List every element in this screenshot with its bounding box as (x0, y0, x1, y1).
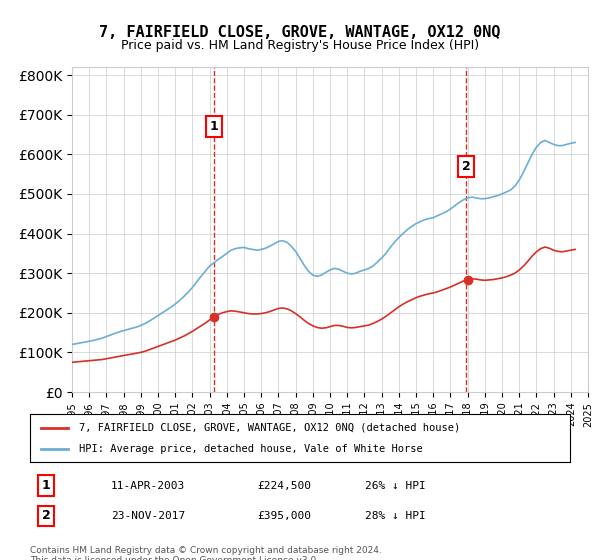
Text: £224,500: £224,500 (257, 480, 311, 491)
Text: 7, FAIRFIELD CLOSE, GROVE, WANTAGE, OX12 0NQ: 7, FAIRFIELD CLOSE, GROVE, WANTAGE, OX12… (99, 25, 501, 40)
Text: Contains HM Land Registry data © Crown copyright and database right 2024.
This d: Contains HM Land Registry data © Crown c… (30, 546, 382, 560)
Text: 2: 2 (461, 160, 470, 173)
Text: 1: 1 (210, 120, 218, 133)
Text: 7, FAIRFIELD CLOSE, GROVE, WANTAGE, OX12 0NQ (detached house): 7, FAIRFIELD CLOSE, GROVE, WANTAGE, OX12… (79, 423, 460, 433)
Text: 11-APR-2003: 11-APR-2003 (111, 480, 185, 491)
Text: 26% ↓ HPI: 26% ↓ HPI (365, 480, 425, 491)
Text: £395,000: £395,000 (257, 511, 311, 521)
Text: Price paid vs. HM Land Registry's House Price Index (HPI): Price paid vs. HM Land Registry's House … (121, 39, 479, 52)
Text: 1: 1 (42, 479, 50, 492)
Text: HPI: Average price, detached house, Vale of White Horse: HPI: Average price, detached house, Vale… (79, 444, 422, 454)
Text: 28% ↓ HPI: 28% ↓ HPI (365, 511, 425, 521)
Text: 2: 2 (42, 510, 50, 522)
Text: 23-NOV-2017: 23-NOV-2017 (111, 511, 185, 521)
